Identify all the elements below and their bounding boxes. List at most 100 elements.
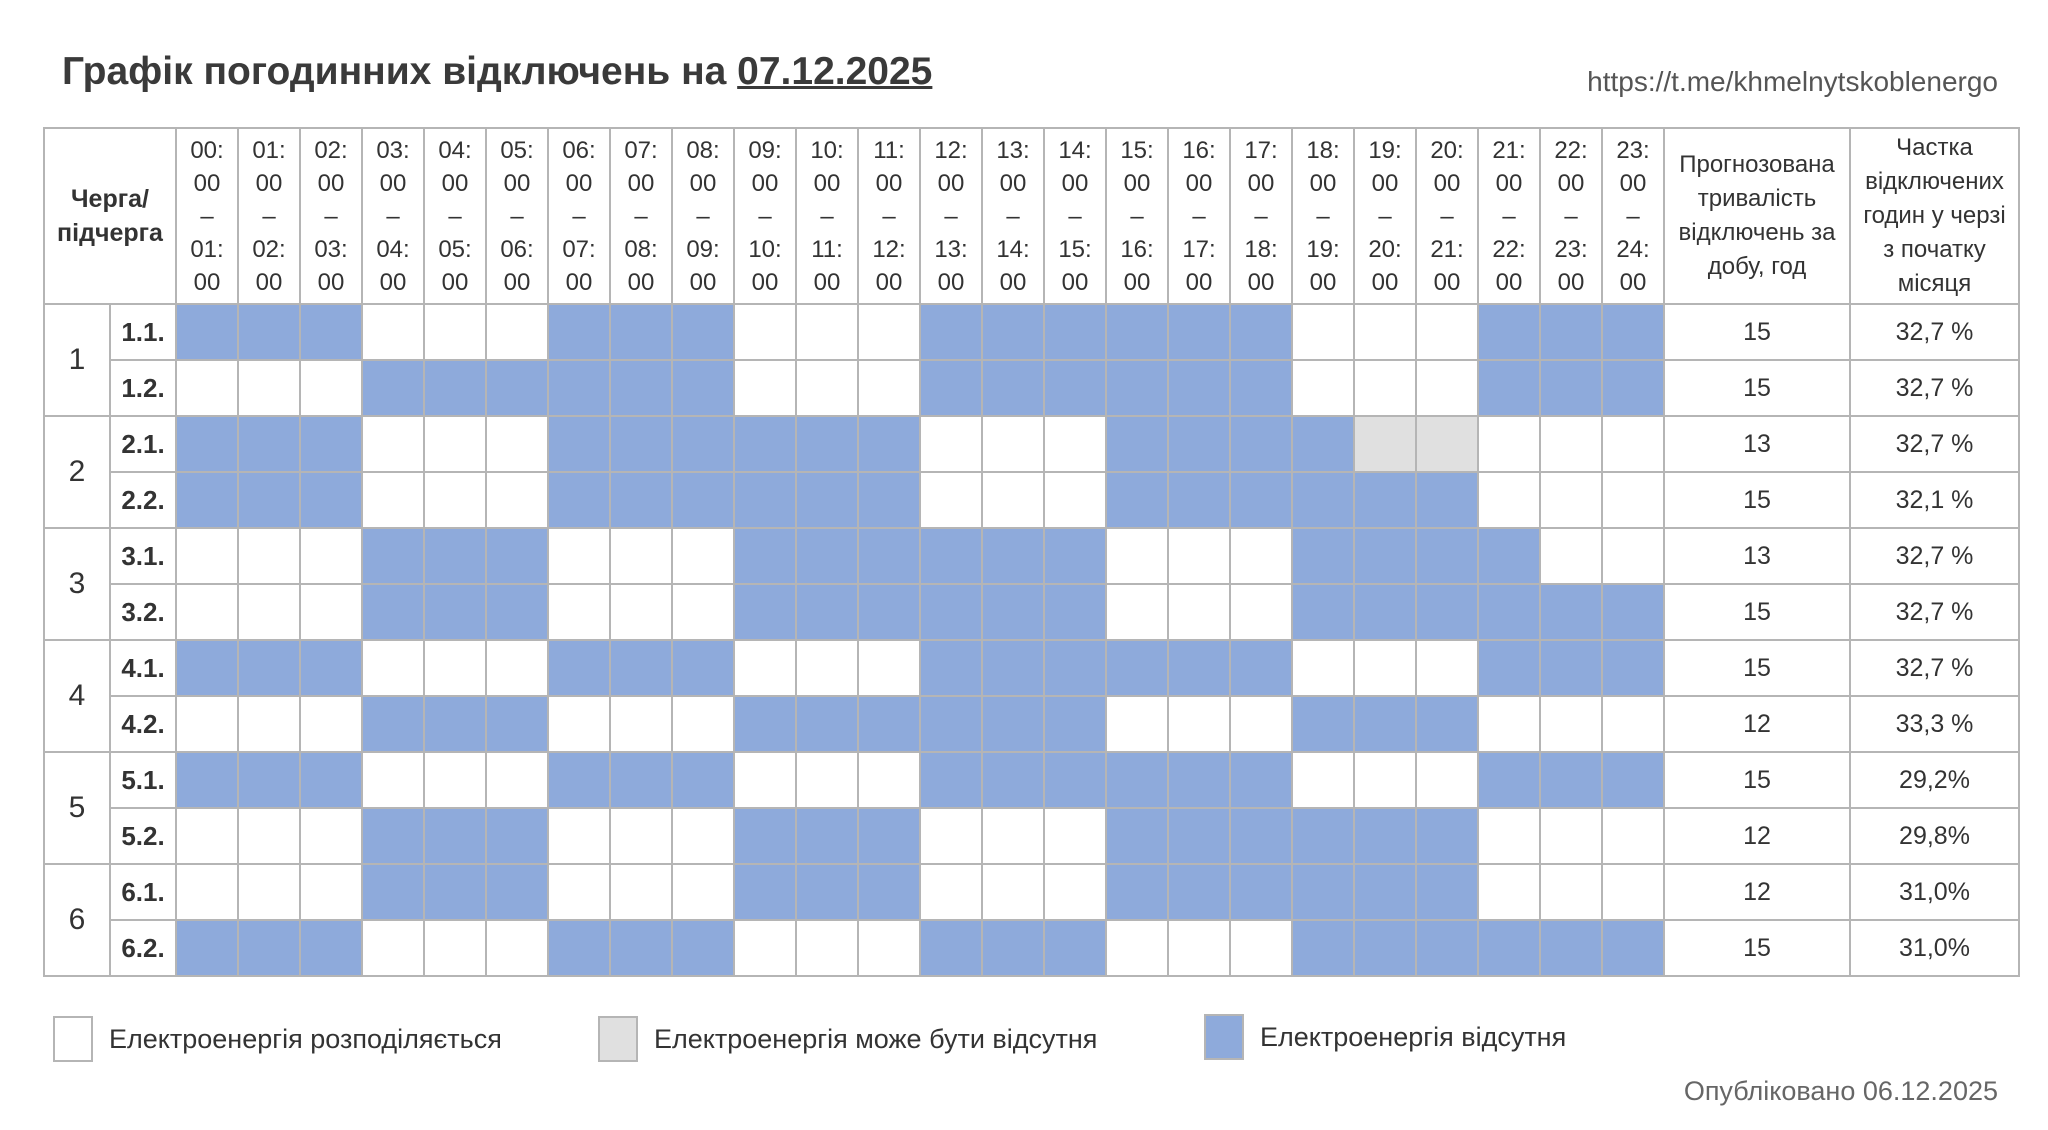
cell-outage: [671, 415, 735, 473]
header-line: 00: [1123, 169, 1151, 197]
cell-outage: [1229, 303, 1293, 361]
header-line: 10:: [748, 235, 782, 263]
subqueue-label: 5.1.: [109, 751, 177, 809]
cell-outage: [1353, 471, 1417, 529]
cell-power-on: [795, 303, 859, 361]
cell-outage: [919, 639, 983, 697]
cell-outage: [795, 583, 859, 641]
table-row: 6.2. 15 31,0%: [44, 919, 2020, 977]
subqueue-label: 4.2.: [109, 695, 177, 753]
cell-outage: [671, 919, 735, 977]
cell-outage: [733, 415, 797, 473]
header-line: –: [510, 202, 524, 230]
cell-power-on: [981, 807, 1045, 865]
cell-outage: [299, 303, 363, 361]
cell-power-on: [423, 471, 487, 529]
cell-outage: [547, 751, 611, 809]
cell-outage: [1167, 303, 1231, 361]
title-date: 07.12.2025: [737, 50, 933, 93]
cell-power-on: [1043, 471, 1107, 529]
hour-header: 15: 00 – 16: 00: [1105, 127, 1169, 305]
header-line: –: [696, 202, 710, 230]
hour-header: 20: 00 – 21: 00: [1415, 127, 1479, 305]
cell-outage: [423, 863, 487, 921]
header-line: 18:: [1306, 136, 1340, 164]
header-line: –: [820, 202, 834, 230]
cell-power-on: [1601, 807, 1665, 865]
cell-outage: [609, 919, 673, 977]
cell-outage: [1291, 471, 1355, 529]
queue-number: 4: [43, 639, 111, 753]
hour-header: 06: 00 – 07: 00: [547, 127, 611, 305]
header-line: з початку: [1883, 236, 1986, 263]
queue-number: 6: [43, 863, 111, 977]
legend-swatch-blue: [1204, 1014, 1244, 1060]
duration-value: 15: [1663, 751, 1851, 809]
header-line: 06:: [562, 136, 596, 164]
subqueue-label: 1.2.: [109, 359, 177, 417]
header-line: 00: [875, 268, 903, 296]
cell-outage: [795, 863, 859, 921]
cell-outage: [1539, 751, 1603, 809]
header-line: 00: [627, 268, 655, 296]
cell-outage: [919, 583, 983, 641]
cell-outage: [1601, 751, 1665, 809]
cell-outage: [1167, 751, 1231, 809]
cell-power-on: [361, 919, 425, 977]
published-date: Опубліковано 06.12.2025: [1683, 1076, 1998, 1106]
header-line: –: [634, 202, 648, 230]
header-line: 02:: [252, 235, 286, 263]
cell-outage: [1353, 583, 1417, 641]
cell-outage: [857, 695, 921, 753]
cell-outage: [299, 639, 363, 697]
share-value: 32,7 %: [1849, 583, 2020, 641]
cell-power-on: [1229, 527, 1293, 585]
cell-power-on: [1353, 303, 1417, 361]
share-value: 32,1 %: [1849, 471, 2020, 529]
telegram-link[interactable]: https://t.me/khmelnytskoblenergo: [1587, 66, 1998, 97]
title-text: Графік погодинних відключень на: [62, 50, 727, 93]
share-value: 29,8%: [1849, 807, 2020, 865]
legend-label: Електроенергія відсутня: [1260, 1021, 1567, 1052]
cell-power-on: [1043, 807, 1107, 865]
cell-power-on: [175, 863, 239, 921]
cell-outage: [795, 415, 859, 473]
cell-power-on: [547, 695, 611, 753]
header-line: 00: [1061, 169, 1089, 197]
cell-outage: [485, 807, 549, 865]
cell-outage: [1229, 863, 1293, 921]
cell-power-on: [423, 303, 487, 361]
cell-power-on: [981, 863, 1045, 921]
header-line: Прогнозована: [1679, 151, 1835, 178]
cell-power-on: [857, 919, 921, 977]
duration-value: 12: [1663, 807, 1851, 865]
cell-outage: [1291, 695, 1355, 753]
header-line: –: [1254, 202, 1268, 230]
cell-power-on: [1477, 863, 1541, 921]
share-value: 29,2%: [1849, 751, 2020, 809]
cell-outage: [1601, 919, 1665, 977]
header-line: 21:: [1430, 235, 1464, 263]
cell-power-on: [981, 415, 1045, 473]
cell-outage: [1105, 863, 1169, 921]
cell-power-on: [609, 527, 673, 585]
header-line: 00: [379, 268, 407, 296]
cell-power-on: [1105, 527, 1169, 585]
header-line: 14:: [996, 235, 1030, 263]
cell-power-on: [547, 583, 611, 641]
cell-outage: [1291, 583, 1355, 641]
cell-power-on: [1477, 807, 1541, 865]
header-line: 06:: [500, 235, 534, 263]
cell-outage: [1229, 807, 1293, 865]
subqueue-label: 6.1.: [109, 863, 177, 921]
legend-swatch-gray: [598, 1016, 638, 1062]
cell-outage: [1477, 639, 1541, 697]
cell-power-on: [795, 359, 859, 417]
cell-outage: [1353, 863, 1417, 921]
header-line: 00: [875, 169, 903, 197]
cell-power-on: [1539, 471, 1603, 529]
header-line: 00: [1371, 268, 1399, 296]
cell-power-on: [423, 639, 487, 697]
cell-power-on: [237, 807, 301, 865]
